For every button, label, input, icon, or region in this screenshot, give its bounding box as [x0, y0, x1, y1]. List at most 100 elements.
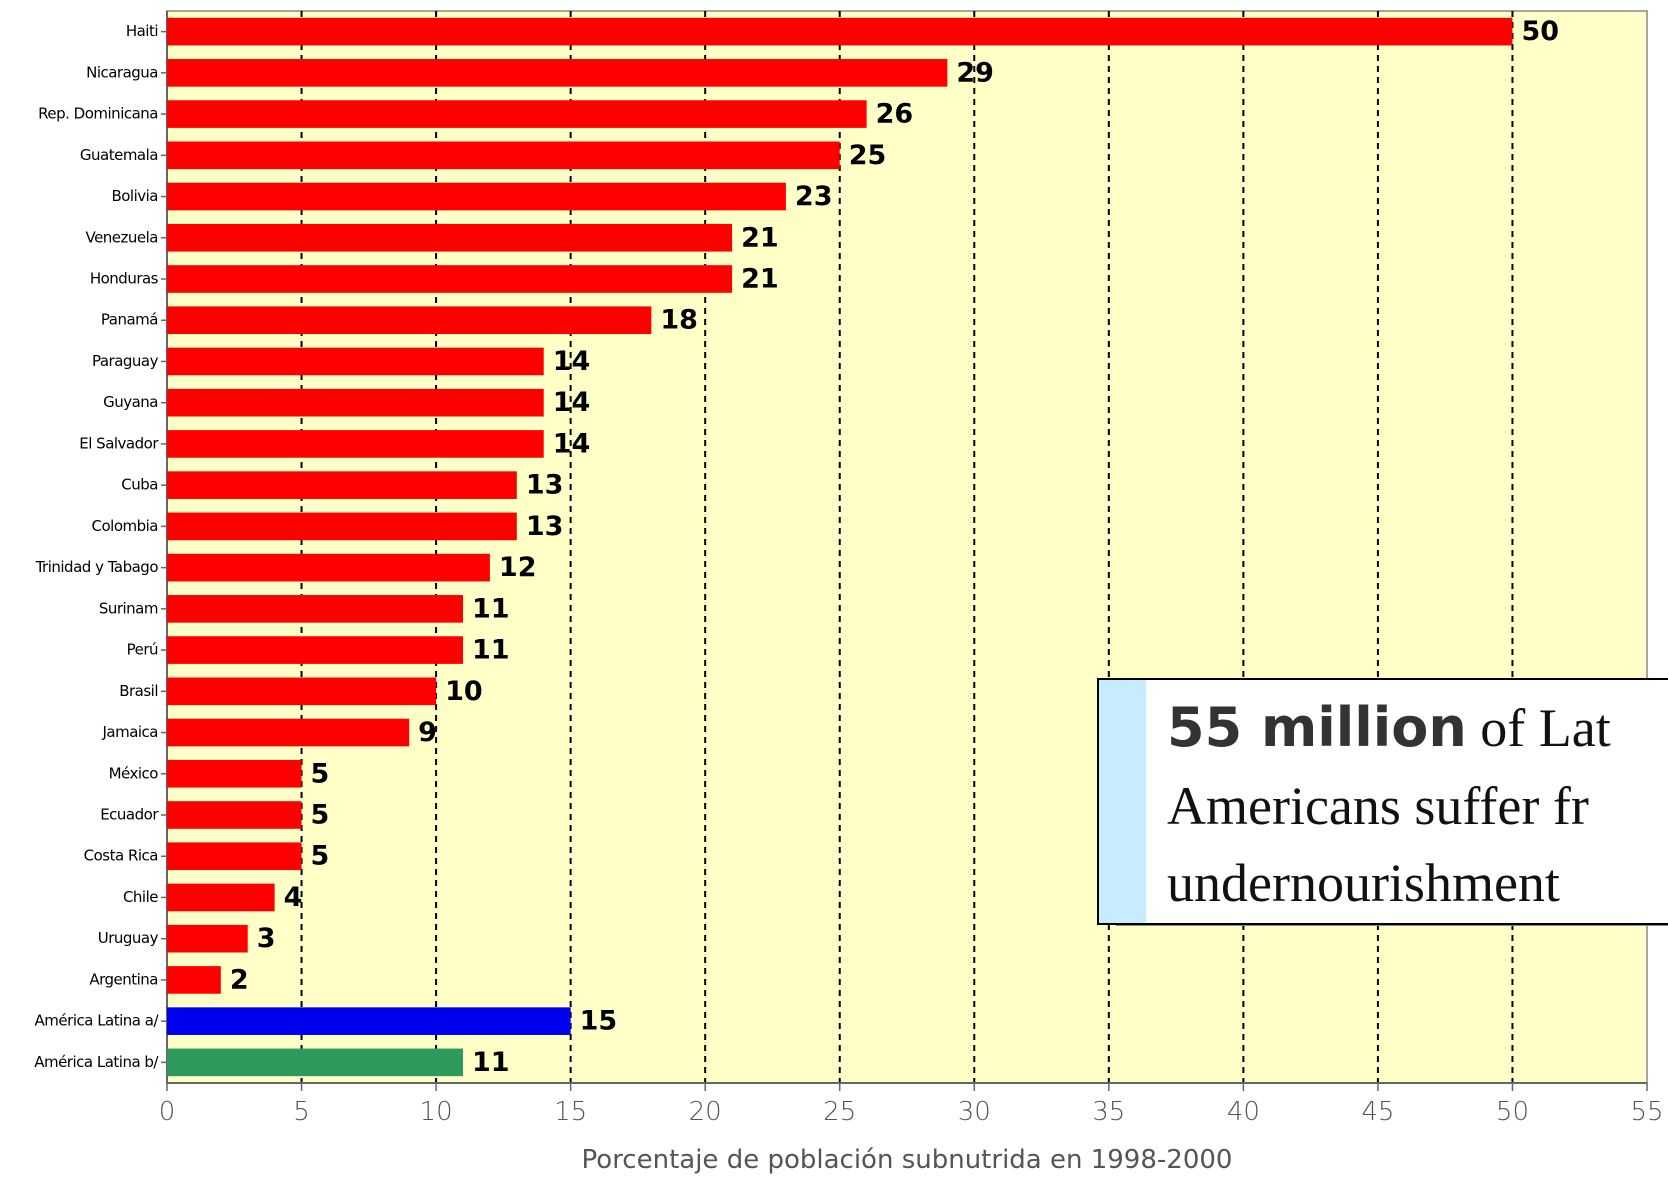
annotation-strip [1099, 680, 1146, 923]
x-tick-label: 40 [1227, 1097, 1260, 1127]
data-label: 4 [284, 882, 303, 913]
bar [167, 306, 652, 335]
bar [167, 636, 463, 664]
x-tick-label: 15 [554, 1097, 587, 1127]
data-label: 25 [849, 140, 887, 171]
data-label: 13 [526, 511, 564, 542]
data-label: 12 [499, 552, 537, 583]
annotation-line: undernourishment [1167, 853, 1560, 913]
bar [167, 223, 733, 252]
y-tick-label: Haiti [126, 22, 158, 40]
data-label: 11 [472, 635, 510, 666]
bar [167, 966, 221, 994]
bar [167, 677, 437, 706]
y-tick-label: Perú [127, 641, 158, 659]
y-tick-label: América Latina b/ [34, 1053, 159, 1071]
y-tick-label: Panamá [101, 311, 158, 329]
y-tick-label: Bolivia [111, 187, 158, 205]
data-label: 3 [257, 923, 276, 954]
y-tick-label: México [109, 764, 159, 782]
y-tick-label: Colombia [92, 517, 159, 535]
bar [167, 512, 517, 541]
x-tick-label: 5 [293, 1097, 310, 1127]
data-label: 10 [445, 676, 483, 707]
y-tick-label: Guatemala [80, 146, 158, 164]
data-label: 21 [741, 222, 779, 253]
data-label: 14 [553, 387, 591, 418]
x-tick-label: 10 [420, 1097, 453, 1127]
bar [167, 759, 302, 788]
data-label: 26 [876, 99, 914, 130]
y-tick-label: Paraguay [92, 352, 159, 370]
y-tick-label: Venezuela [85, 228, 158, 246]
annotation-bold: 55 million [1167, 696, 1467, 759]
bar [167, 182, 786, 211]
bar [167, 265, 733, 293]
x-tick-label: 45 [1361, 1097, 1394, 1127]
bar [167, 388, 544, 417]
annotation-line: Americans suffer fr [1167, 776, 1589, 836]
y-tick-label: Chile [123, 888, 158, 906]
data-label: 5 [311, 758, 330, 789]
data-label: 14 [553, 346, 591, 377]
data-label: 29 [956, 57, 994, 88]
bar [167, 1007, 571, 1035]
y-tick-label: Brasil [119, 682, 158, 700]
bar [167, 595, 463, 623]
bar [167, 801, 302, 829]
bar [167, 718, 410, 747]
bar [167, 59, 948, 87]
x-tick-label: 0 [159, 1097, 176, 1127]
data-label: 23 [795, 181, 833, 212]
data-label: 11 [472, 593, 510, 624]
y-tick-label: Surinam [99, 599, 158, 617]
x-tick-label: 50 [1496, 1097, 1529, 1127]
y-tick-label: Cuba [121, 476, 158, 494]
data-label: 9 [418, 717, 437, 748]
bar [167, 471, 517, 499]
bar [167, 924, 248, 953]
y-tick-label: Ecuador [100, 806, 159, 824]
data-label: 18 [660, 305, 698, 336]
x-tick-label: 25 [823, 1097, 856, 1127]
data-label: 13 [526, 470, 564, 501]
y-tick-label: Rep. Dominicana [38, 105, 158, 123]
y-tick-label: América Latina a/ [35, 1012, 160, 1030]
data-label: 14 [553, 428, 591, 459]
y-tick-label: Argentina [89, 970, 158, 988]
y-tick-label: Jamaica [101, 723, 158, 741]
annotation-line: 55 million of Lat [1167, 696, 1611, 759]
bar [167, 430, 544, 458]
y-tick-label: Guyana [103, 393, 158, 411]
y-tick-label: El Salvador [79, 434, 159, 452]
data-label: 5 [311, 800, 330, 831]
x-tick-label: 55 [1630, 1097, 1663, 1127]
bar [167, 347, 544, 376]
bar [167, 842, 302, 871]
bar [167, 553, 490, 582]
bar [167, 17, 1513, 46]
annotation-frame [1097, 678, 1668, 925]
y-tick-label: Nicaragua [86, 63, 158, 81]
data-label: 15 [580, 1006, 618, 1037]
bar [167, 100, 867, 128]
annotation-box: 55 million of Lat Americans suffer fr un… [1097, 678, 1668, 926]
data-label: 5 [311, 841, 330, 872]
y-tick-label: Uruguay [98, 929, 159, 947]
y-tick-label: Honduras [90, 270, 159, 288]
annotation-text: of Lat [1480, 698, 1610, 758]
data-label: 21 [741, 264, 779, 295]
x-axis-label: Porcentaje de población subnutrida en 19… [582, 1145, 1233, 1175]
bar [167, 141, 840, 170]
y-tick-label: Trinidad y Tabago [35, 558, 159, 576]
x-tick-label: 20 [689, 1097, 722, 1127]
x-tick-label: 30 [958, 1097, 991, 1127]
y-tick-label: Costa Rica [84, 847, 158, 865]
bar [167, 883, 275, 912]
data-label: 50 [1521, 16, 1559, 47]
x-tick-label: 35 [1092, 1097, 1125, 1127]
data-label: 11 [472, 1047, 510, 1078]
bars: Haiti 50 Nicaragua 29 Rep. Dominicana 26 Guate… [34, 16, 1559, 1078]
bar [167, 1048, 463, 1077]
